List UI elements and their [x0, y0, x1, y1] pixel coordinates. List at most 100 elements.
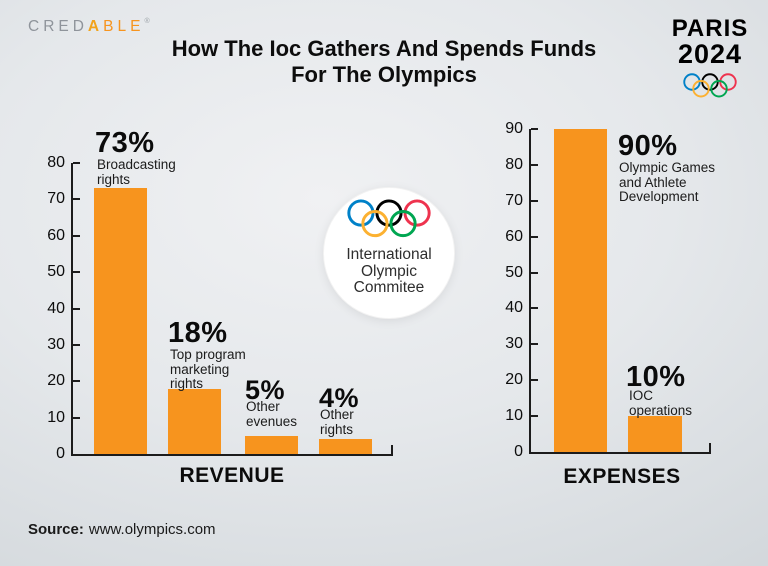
y-tick-label: 10: [505, 407, 523, 425]
paris-logo-text: PARIS: [671, 15, 749, 42]
category-line: rights: [170, 376, 204, 391]
bar-category-label: Other evenues: [246, 399, 298, 429]
category-line: rights: [320, 421, 354, 437]
bar-category-label: IOC operations: [629, 388, 693, 418]
category-line: evenues: [246, 413, 298, 429]
y-tick: [73, 343, 80, 346]
y-tick: [73, 307, 80, 310]
y-tick-label: 60: [505, 227, 523, 245]
bar-category-label: Other rights: [320, 407, 354, 437]
y-tick-label: 40: [505, 299, 523, 317]
page-title-line2: For The Olympics: [291, 62, 477, 87]
y-tick-label: 10: [47, 408, 65, 426]
y-tick: [73, 234, 80, 237]
y-tick-label: 20: [505, 371, 523, 389]
paris-olympic-rings: [662, 73, 758, 103]
y-tick: [73, 416, 80, 419]
ioc-badge-line1: International: [346, 246, 432, 263]
brand-text-gray: CRED: [28, 18, 88, 35]
bar-value-label: 73%: [95, 127, 155, 159]
bar-category-label: Broadcasting rights: [97, 157, 176, 187]
ioc-badge-text: International Olympic Commitee: [346, 246, 432, 297]
source-value: www.olympics.com: [88, 521, 216, 538]
ioc-badge-line2: Olympic: [361, 262, 417, 280]
y-axis: [529, 129, 531, 452]
olympic-rings-icon: [683, 73, 737, 98]
bar: [94, 188, 147, 454]
category-line: Top program: [170, 347, 246, 362]
bar-value-label: 4%: [319, 383, 360, 413]
category-line: Olympic Games: [619, 160, 716, 175]
y-axis: [71, 163, 73, 454]
y-tick: [531, 163, 538, 166]
y-tick-label: 60: [47, 226, 65, 244]
bar: [168, 389, 221, 454]
paris-logo-year: 2024: [677, 39, 743, 69]
paris-2024-logo: PARIS 2024: [662, 16, 758, 103]
brand-registered-mark: ®: [144, 18, 150, 25]
y-tick: [531, 415, 538, 418]
chart-title: EXPENSES: [563, 465, 681, 488]
bar-category-label: Olympic Games and Athlete Development: [619, 160, 716, 205]
bar: [245, 436, 298, 454]
category-line: marketing: [170, 361, 230, 377]
page-title-line1: How The Ioc Gathers And Spends Funds: [171, 36, 597, 61]
x-axis: [529, 452, 711, 454]
category-line: rights: [97, 171, 131, 187]
y-tick-label: 90: [505, 120, 523, 137]
y-tick-label: 40: [47, 299, 65, 317]
y-tick: [531, 271, 538, 274]
y-tick-label: 70: [505, 191, 523, 209]
y-tick: [531, 379, 538, 382]
y-tick-label: 80: [505, 155, 523, 173]
category-line: Broadcasting: [97, 157, 176, 172]
brand-a-mark: A: [87, 18, 104, 35]
bar-category-label: Top program marketing rights: [170, 347, 246, 392]
credable-logo: CREDABLE®: [28, 18, 150, 36]
ioc-badge-line3: Commitee: [353, 279, 425, 296]
y-tick-label: 50: [47, 263, 65, 281]
bar-value-label: 18%: [168, 317, 228, 349]
badge-olympic-rings: [346, 199, 432, 243]
y-tick: [73, 198, 80, 201]
source-label: Source:: [28, 521, 84, 538]
category-line: IOC: [629, 388, 654, 403]
y-tick-label: 70: [47, 190, 65, 208]
bar: [628, 416, 682, 452]
olympic-rings-icon: [347, 199, 431, 238]
category-line: Other: [320, 407, 354, 422]
ioc-badge: International Olympic Commitee: [323, 187, 455, 319]
category-line: and Athlete: [619, 174, 687, 190]
y-tick: [531, 128, 538, 130]
y-tick: [531, 307, 538, 310]
y-tick-label: 80: [47, 154, 65, 171]
y-tick: [73, 380, 80, 383]
y-tick: [531, 343, 538, 346]
brand-text-orange: BLE: [103, 18, 145, 35]
bar: [554, 129, 607, 452]
y-tick: [73, 162, 80, 164]
y-tick-label: 50: [505, 263, 523, 281]
y-tick-label: 30: [505, 335, 523, 353]
y-tick-label: 20: [47, 372, 65, 390]
bar-value-label: 90%: [618, 130, 678, 162]
y-tick: [73, 271, 80, 274]
bar-value-label: 10%: [626, 361, 686, 393]
bar-value-label: 5%: [245, 375, 286, 405]
category-line: Other: [246, 399, 280, 414]
y-tick: [531, 235, 538, 238]
x-axis-endcap: [709, 443, 711, 452]
y-tick: [531, 199, 538, 202]
y-tick-label: 30: [47, 335, 65, 353]
category-line: Development: [619, 189, 699, 204]
category-line: operations: [629, 402, 693, 418]
y-tick-label: 0: [514, 443, 523, 460]
x-axis-endcap: [391, 445, 393, 454]
y-tick-label: 0: [56, 445, 65, 462]
x-axis: [71, 454, 393, 456]
chart-title: REVENUE: [179, 464, 285, 487]
